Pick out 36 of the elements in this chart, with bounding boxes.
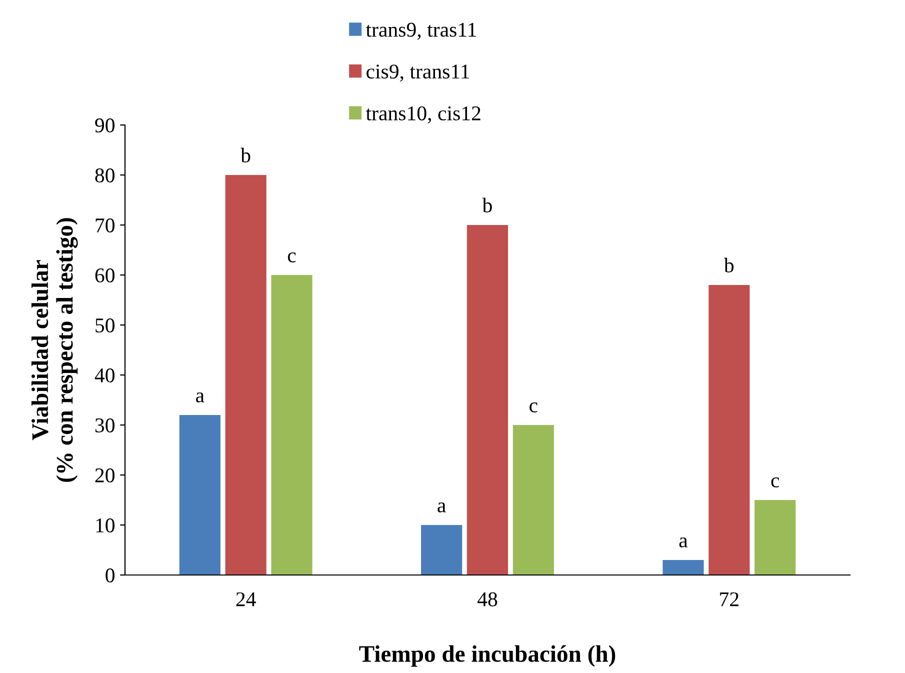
bar (271, 275, 312, 575)
y-tick-label: 70 (96, 218, 114, 232)
y-tick-label: 0 (106, 568, 114, 582)
bar (179, 415, 220, 575)
data-label: c (530, 402, 538, 412)
legend-label: cis9, trans11 (366, 64, 470, 82)
legend-label: trans9, tras11 (366, 22, 476, 40)
y-tick-label: 20 (95, 468, 114, 482)
data-label: b (482, 198, 492, 212)
data-label: a (196, 392, 204, 402)
bar (512, 425, 554, 575)
y-axis-title: Viabilidad celular (% con respecto al testigo) (31, 218, 78, 482)
bar (754, 500, 796, 575)
data-label: a (438, 502, 446, 512)
y-tick-label: 30 (95, 418, 114, 432)
x-tick-label: 72 (720, 592, 738, 606)
bar (225, 175, 266, 575)
data-label: b (724, 258, 734, 272)
y-tick-label: 10 (96, 518, 114, 532)
data-label: b (240, 148, 250, 162)
bar (708, 285, 750, 575)
bar (421, 525, 462, 575)
x-axis-title: Tiempo de incubación (h) (359, 645, 616, 667)
x-tick-label: 48 (477, 592, 498, 606)
legend-label: trans10, cis12 (366, 106, 480, 124)
y-tick-label: 90 (95, 118, 114, 132)
y-tick-label: 40 (94, 368, 114, 382)
y-tick-label: 80 (95, 168, 114, 182)
y-tick-label: 60 (95, 268, 114, 282)
data-label: a (679, 537, 688, 548)
x-tick-label: 24 (236, 592, 256, 606)
y-tick-label: 50 (96, 318, 114, 332)
bar (662, 560, 704, 575)
data-label: c (771, 477, 780, 488)
bar (466, 225, 508, 575)
data-label: c (288, 252, 296, 262)
